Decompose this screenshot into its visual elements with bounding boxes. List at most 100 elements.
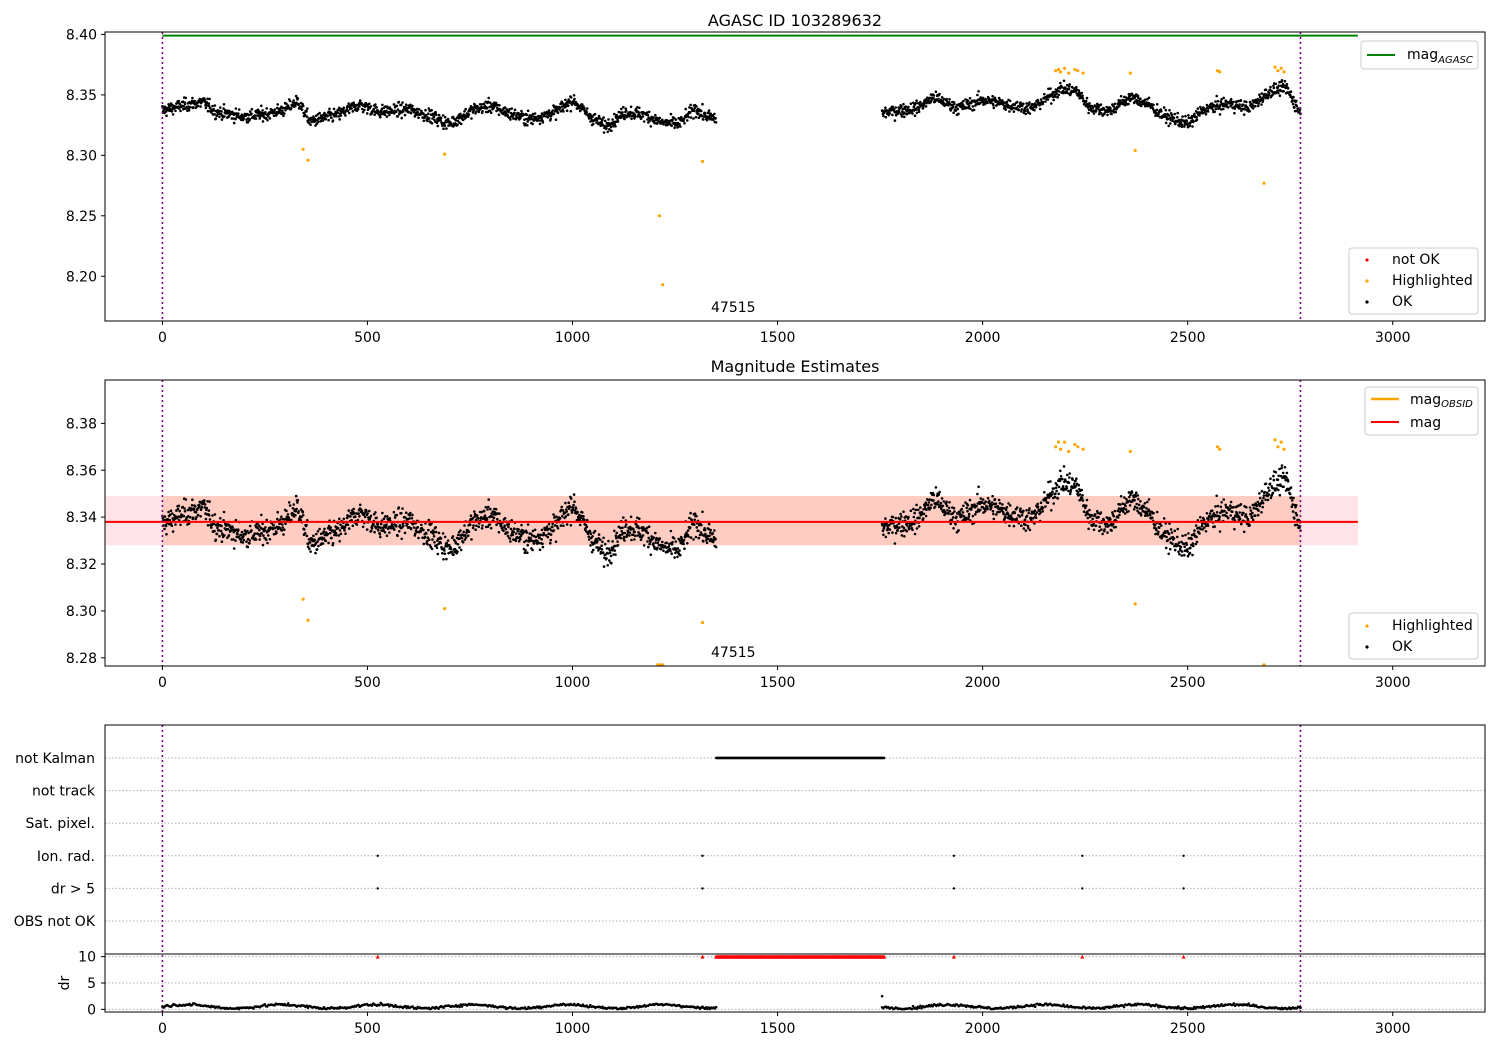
ok-point xyxy=(686,529,690,532)
ok-point xyxy=(210,109,214,113)
ok-point xyxy=(992,517,996,521)
ok-point xyxy=(386,515,389,518)
ok-point xyxy=(977,485,980,489)
ok-point xyxy=(684,107,687,111)
ok-point xyxy=(451,115,455,119)
ok-point xyxy=(199,105,202,108)
ok-point xyxy=(955,515,958,519)
ok-point xyxy=(552,513,555,516)
ok-point xyxy=(513,108,517,112)
ok-point xyxy=(1292,95,1295,99)
ok-point xyxy=(1057,485,1061,489)
ok-point xyxy=(894,106,897,109)
ok-point xyxy=(1069,490,1072,494)
ok-point xyxy=(1147,498,1151,501)
ok-point xyxy=(208,106,212,110)
ok-point xyxy=(555,515,558,518)
ok-point xyxy=(658,537,662,540)
ok-point xyxy=(1127,102,1130,106)
ok-point xyxy=(578,109,582,113)
ok-point xyxy=(342,517,346,521)
ok-point xyxy=(363,515,367,519)
ok-point xyxy=(1277,91,1280,95)
ok-point xyxy=(437,531,441,535)
ok-point xyxy=(512,530,515,534)
ok-point xyxy=(1229,514,1232,517)
ok-point xyxy=(942,97,945,101)
ok-point xyxy=(473,510,476,513)
ok-point xyxy=(306,107,309,110)
ok-point xyxy=(331,542,335,545)
ok-point xyxy=(409,511,412,515)
ok-point xyxy=(605,557,608,560)
ok-point xyxy=(1020,514,1024,517)
ok-point xyxy=(549,117,552,121)
ok-point xyxy=(633,115,637,118)
ok-point xyxy=(538,536,541,539)
highlighted-point xyxy=(301,597,305,601)
ok-point xyxy=(674,118,678,121)
ok-point xyxy=(695,105,698,108)
ok-point xyxy=(903,107,907,111)
ok-point xyxy=(1170,531,1174,534)
ok-point xyxy=(1219,100,1223,103)
ok-point xyxy=(266,119,269,122)
ok-point xyxy=(426,543,429,546)
ok-point xyxy=(567,501,570,505)
ok-point xyxy=(369,105,373,108)
ok-point xyxy=(1257,509,1260,512)
ok-point xyxy=(670,124,673,128)
ok-point xyxy=(1091,517,1094,521)
ok-point xyxy=(264,526,267,529)
ok-point xyxy=(334,531,338,535)
ok-point xyxy=(1183,553,1186,557)
ok-point xyxy=(247,113,250,117)
ok-point xyxy=(1101,532,1104,536)
ok-point xyxy=(547,109,551,112)
ok-point xyxy=(329,531,332,535)
ok-point xyxy=(1008,110,1011,113)
ok-point xyxy=(914,508,918,512)
ok-point xyxy=(624,107,628,110)
highlighted-point xyxy=(1076,445,1080,449)
ok-point xyxy=(1263,490,1266,494)
ok-point xyxy=(952,506,956,510)
ok-point xyxy=(1147,96,1151,100)
ok-point xyxy=(647,110,651,114)
ok-point xyxy=(913,114,917,117)
ok-point xyxy=(254,538,258,541)
ok-point xyxy=(400,103,403,107)
ok-point xyxy=(629,105,633,109)
ok-point xyxy=(1080,488,1083,492)
ok-point xyxy=(210,526,213,529)
ok-point xyxy=(179,523,182,527)
ok-point xyxy=(638,517,641,520)
ok-point xyxy=(541,542,544,546)
ok-point xyxy=(1067,481,1071,485)
ok-point xyxy=(703,112,707,115)
ok-point xyxy=(439,541,443,545)
ok-point xyxy=(994,502,998,506)
ok-point xyxy=(482,510,486,513)
ok-point xyxy=(466,534,470,537)
obsid-label: 47515 xyxy=(711,645,756,661)
ok-point xyxy=(549,114,553,118)
ok-point xyxy=(261,543,265,547)
ok-point xyxy=(482,102,486,106)
ok-point xyxy=(309,123,312,126)
point-legend: Highlighted OK xyxy=(1348,612,1479,660)
ok-point xyxy=(1067,92,1070,95)
ok-point xyxy=(346,523,350,527)
ok-point xyxy=(549,538,552,542)
ok-point xyxy=(1028,112,1032,115)
ok-point xyxy=(587,538,591,541)
ok-point xyxy=(928,96,932,100)
ok-point xyxy=(679,125,682,128)
ok-point xyxy=(381,526,385,529)
ok-point xyxy=(687,115,690,119)
ok-point xyxy=(1137,96,1140,99)
ok-point xyxy=(1096,103,1099,107)
ok-point xyxy=(1020,108,1023,111)
ok-point xyxy=(564,515,568,518)
ok-point xyxy=(403,113,407,117)
